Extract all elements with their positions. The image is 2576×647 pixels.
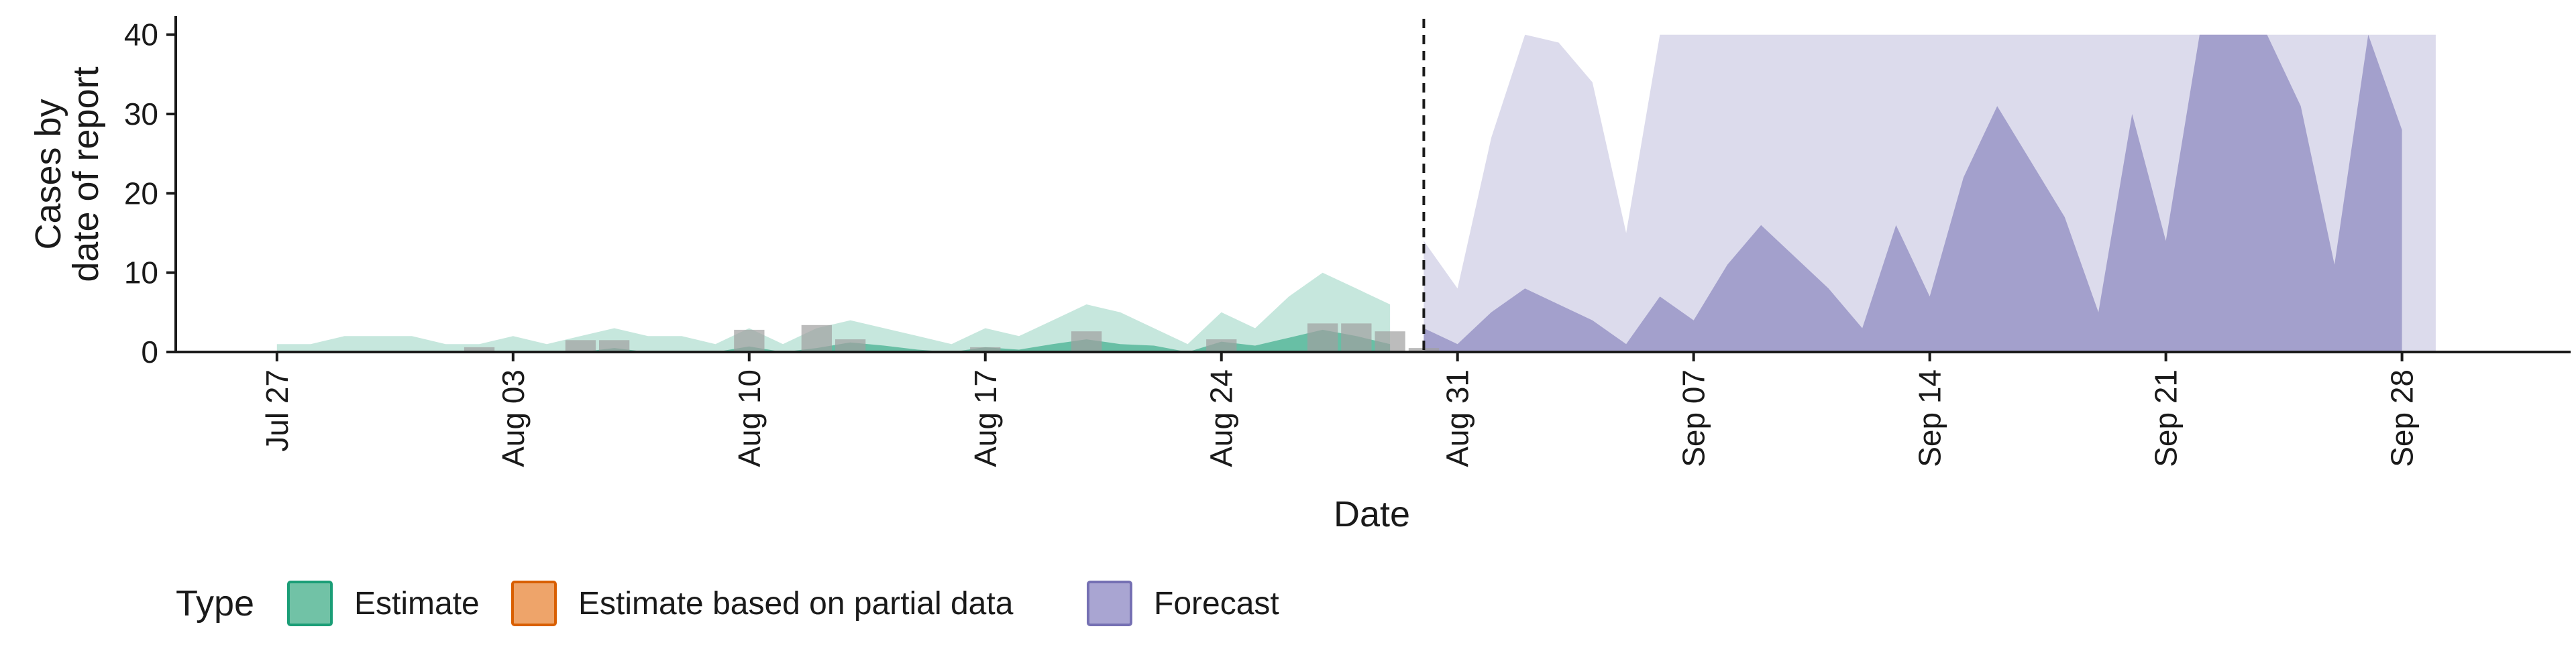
x-tick-label: Aug 31 bbox=[1440, 369, 1475, 467]
x-tick-label: Sep 21 bbox=[2149, 369, 2184, 467]
bar-layer bbox=[464, 323, 1440, 353]
x-tick-label: Sep 14 bbox=[1913, 369, 1947, 467]
legend-key-forecast bbox=[1087, 581, 1132, 626]
y-tick-label: 10 bbox=[124, 255, 158, 290]
x-tick-label: Aug 10 bbox=[732, 369, 767, 467]
y-axis-title-line-2: date of report bbox=[66, 66, 106, 282]
legend-title: Type bbox=[176, 583, 254, 624]
reported-case-bar bbox=[599, 340, 630, 353]
legend-label-estimate: Estimate bbox=[354, 586, 480, 622]
legend: Type Estimate Estimate based on partial … bbox=[176, 581, 1279, 626]
legend-key-partial bbox=[511, 581, 557, 626]
reported-case-bar bbox=[1307, 323, 1338, 352]
reported-case-bar bbox=[1071, 331, 1102, 352]
x-tick-label: Jul 27 bbox=[260, 369, 294, 452]
y-tick-label: 40 bbox=[124, 17, 158, 52]
y-axis-title-line-1: Cases by bbox=[28, 99, 68, 249]
x-tick-label: Aug 17 bbox=[968, 369, 1003, 467]
reported-case-bar bbox=[464, 347, 495, 352]
x-tick-label: Aug 24 bbox=[1204, 369, 1239, 467]
band-layer bbox=[276, 34, 2436, 352]
reported-case-bar bbox=[1375, 331, 1405, 352]
reported-case-bar bbox=[801, 325, 832, 352]
reported-case-bar bbox=[970, 347, 1001, 352]
estimate-outer-band bbox=[276, 272, 1391, 352]
x-tick-label: Sep 07 bbox=[1676, 369, 1711, 467]
y-tick-label: 20 bbox=[124, 176, 158, 211]
reported-case-bar bbox=[1341, 323, 1372, 352]
estimate-inner-band bbox=[276, 329, 1391, 352]
axes-layer: 0 10 20 30 40 Jul 27 Aug 03 Aug 10 Aug 17 Aug 24 A… bbox=[124, 16, 2571, 467]
reported-case-bar bbox=[734, 329, 765, 352]
x-tick-label: Aug 03 bbox=[496, 369, 531, 467]
y-tick-label: 0 bbox=[141, 335, 158, 369]
legend-label-partial: Estimate based on partial data bbox=[578, 586, 1014, 622]
reported-case-bar bbox=[835, 339, 866, 352]
reported-case-bar bbox=[1408, 348, 1440, 352]
legend-label-forecast: Forecast bbox=[1154, 586, 1279, 622]
x-axis-title: Date bbox=[1334, 494, 1410, 534]
reported-case-bar bbox=[565, 340, 596, 353]
x-tick-label: Sep 28 bbox=[2385, 369, 2420, 467]
y-tick-label: 30 bbox=[124, 97, 158, 131]
legend-key-estimate bbox=[287, 581, 333, 626]
forecast-inner-band bbox=[1424, 34, 2402, 352]
reported-case-bar bbox=[1206, 339, 1237, 352]
